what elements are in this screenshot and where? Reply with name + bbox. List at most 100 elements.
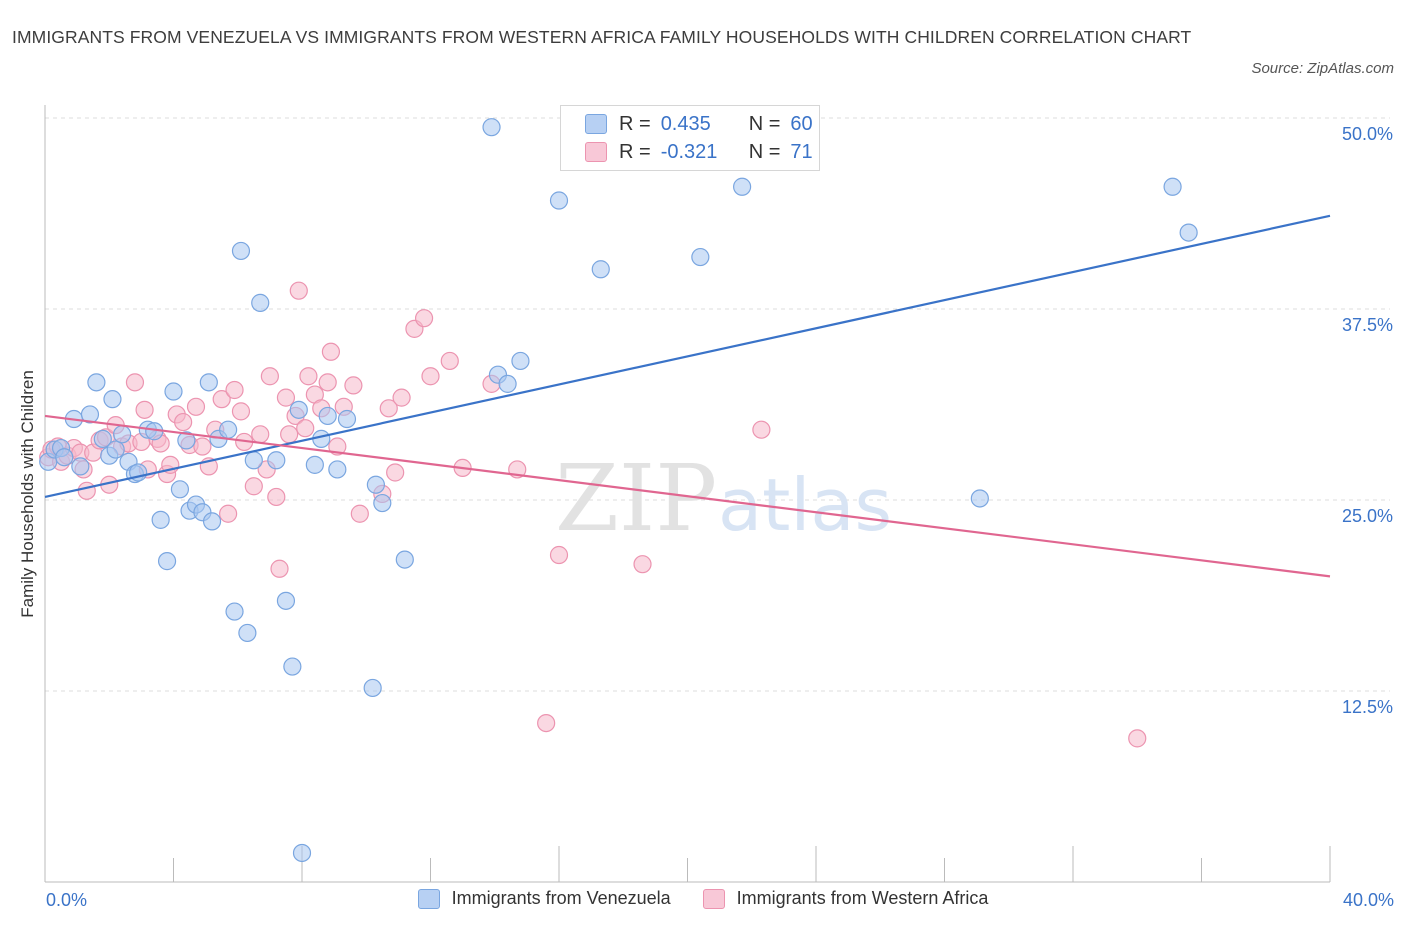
legend-row-venezuela: R = 0.435 N = 60 xyxy=(585,110,813,138)
axes xyxy=(44,105,1331,883)
watermark: ZIP atlas xyxy=(555,445,892,552)
data-point-venezuela xyxy=(177,431,196,450)
data-point-venezuela xyxy=(55,448,74,467)
trendlines xyxy=(44,214,1331,578)
data-point-venezuela xyxy=(225,602,244,621)
data-point-venezuela xyxy=(283,657,302,676)
data-point-western-africa xyxy=(276,388,296,407)
legend-swatch-pink xyxy=(585,142,607,162)
data-point-venezuela xyxy=(395,550,414,569)
data-point-venezuela xyxy=(373,493,392,513)
data-point-venezuela xyxy=(87,373,106,392)
data-point-western-africa xyxy=(289,281,308,300)
y-tick-label: 37.5% xyxy=(1342,315,1393,335)
data-point-venezuela xyxy=(363,678,382,698)
data-point-venezuela xyxy=(251,293,270,312)
correlation-legend: R = 0.435 N = 60 R = -0.321 N = 71 xyxy=(560,105,820,171)
legend-n-label: N = xyxy=(748,140,781,163)
data-point-western-africa xyxy=(386,463,405,482)
data-point-venezuela xyxy=(482,118,501,137)
y-tick-labels: 12.5% 25.0% 37.5% 50.0% xyxy=(1342,124,1393,717)
data-point-venezuela xyxy=(103,390,122,409)
data-point-venezuela xyxy=(276,591,296,610)
data-point-venezuela xyxy=(337,409,357,429)
data-point-western-africa xyxy=(225,380,244,400)
data-point-western-africa xyxy=(251,425,270,444)
data-point-western-africa xyxy=(125,373,145,392)
data-point-venezuela xyxy=(80,405,100,424)
data-point-venezuela xyxy=(591,260,610,279)
data-point-venezuela xyxy=(305,455,324,474)
series-venezuela-points xyxy=(39,118,1198,863)
data-point-venezuela xyxy=(1179,223,1198,242)
trendline-venezuela xyxy=(44,214,1331,499)
data-point-western-africa xyxy=(267,487,286,507)
data-point-venezuela xyxy=(112,425,132,444)
data-point-western-africa xyxy=(440,351,459,371)
data-point-western-africa xyxy=(186,397,206,416)
data-point-venezuela xyxy=(498,374,517,393)
data-point-western-africa xyxy=(212,390,231,409)
data-point-western-africa xyxy=(414,309,434,328)
series-legend: Immigrants from Venezuela Immigrants fro… xyxy=(0,888,1406,909)
legend-row-western-africa: R = -0.321 N = 71 xyxy=(585,138,813,166)
series-western-africa-points xyxy=(39,281,1147,748)
data-point-venezuela xyxy=(1163,177,1182,196)
legend-swatch-blue xyxy=(585,114,607,134)
data-point-western-africa xyxy=(77,481,96,500)
legend-label-venezuela: Immigrants from Venezuela xyxy=(451,888,671,908)
chart-title: IMMIGRANTS FROM VENEZUELA VS IMMIGRANTS … xyxy=(12,27,1192,47)
data-point-venezuela xyxy=(549,191,569,210)
data-point-venezuela xyxy=(93,429,112,448)
data-point-western-africa xyxy=(193,437,212,456)
data-point-western-africa xyxy=(270,559,289,578)
data-point-western-africa xyxy=(219,504,238,523)
data-point-venezuela xyxy=(733,177,752,196)
y-tick-label: 12.5% xyxy=(1342,697,1393,717)
x-tick-label-min: 0.0% xyxy=(46,890,88,910)
data-point-venezuela xyxy=(202,512,222,531)
data-point-venezuela xyxy=(219,420,238,439)
data-point-western-africa xyxy=(379,399,398,418)
source-label: Source: ZipAtlas.com xyxy=(1251,60,1394,77)
data-point-western-africa xyxy=(296,419,315,438)
data-point-western-africa xyxy=(174,412,193,432)
data-point-western-africa xyxy=(135,400,154,419)
data-point-western-africa xyxy=(1128,729,1147,748)
data-point-western-africa xyxy=(421,367,440,386)
data-point-venezuela xyxy=(292,843,312,863)
data-point-venezuela xyxy=(106,440,125,459)
legend-n-value-western-africa: 71 xyxy=(790,140,813,163)
legend-item-venezuela: Immigrants from Venezuela xyxy=(417,888,671,909)
data-point-western-africa xyxy=(260,367,279,386)
data-point-venezuela xyxy=(511,351,530,371)
data-point-western-africa xyxy=(328,437,347,456)
data-point-venezuela xyxy=(164,382,183,401)
trendline-western-africa xyxy=(44,414,1331,578)
data-point-venezuela xyxy=(318,406,337,426)
data-point-venezuela xyxy=(151,510,170,529)
watermark-zip: ZIP xyxy=(555,445,717,552)
data-point-western-africa xyxy=(244,477,263,496)
watermark-atlas: atlas xyxy=(718,463,892,547)
y-axis-label: Family Households with Children xyxy=(18,370,37,618)
data-point-venezuela xyxy=(199,373,218,392)
data-point-venezuela xyxy=(328,460,347,479)
data-point-western-africa xyxy=(280,425,299,444)
data-point-venezuela xyxy=(71,457,90,476)
data-point-western-africa xyxy=(231,402,251,421)
legend-item-western-africa: Immigrants from Western Africa xyxy=(702,888,988,909)
legend-n-value-venezuela: 60 xyxy=(790,112,813,135)
data-point-western-africa xyxy=(752,420,771,439)
data-point-venezuela xyxy=(289,400,308,419)
data-point-western-africa xyxy=(549,545,569,565)
y-tick-label: 25.0% xyxy=(1342,506,1393,526)
data-point-western-africa xyxy=(537,713,556,733)
data-point-venezuela xyxy=(157,552,177,571)
data-point-venezuela xyxy=(244,451,263,470)
legend-swatch-pink xyxy=(702,888,725,909)
data-point-western-africa xyxy=(321,342,341,361)
data-point-venezuela xyxy=(366,475,385,494)
data-point-western-africa xyxy=(633,555,652,574)
